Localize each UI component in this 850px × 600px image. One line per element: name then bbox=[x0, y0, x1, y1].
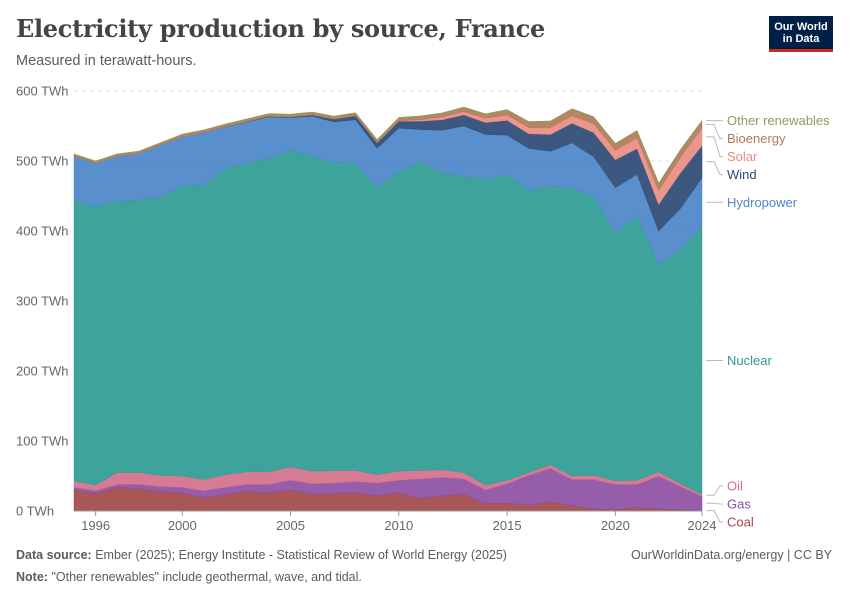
stacked-areas[interactable] bbox=[73, 106, 703, 512]
chart-title: Electricity production by source, France bbox=[16, 14, 545, 43]
logo-line-1: Our World bbox=[774, 21, 828, 33]
x-tick-label: 2000 bbox=[168, 518, 197, 533]
x-tick-label: 1996 bbox=[81, 518, 110, 533]
site-credit[interactable]: OurWorldinData.org/energy | CC BY bbox=[630, 548, 832, 562]
label-connector-solar bbox=[706, 136, 723, 158]
label-connector-coal bbox=[706, 510, 723, 523]
series-label-solar[interactable]: Solar bbox=[727, 149, 758, 164]
label-connector-wind bbox=[706, 161, 723, 176]
x-tick-label: 2010 bbox=[384, 518, 413, 533]
chart-subtitle: Measured in terawatt-hours. bbox=[16, 53, 197, 69]
y-tick-label: 300 TWh bbox=[16, 294, 69, 309]
y-tick-label: 600 TWh bbox=[16, 84, 69, 99]
chart-note: Note: "Other renewables" include geother… bbox=[16, 570, 362, 584]
label-connector-gas bbox=[706, 502, 723, 505]
series-label-oil[interactable]: Oil bbox=[727, 479, 743, 494]
data-source: Data source: Ember (2025); Energy Instit… bbox=[16, 548, 507, 562]
series-label-wind[interactable]: Wind bbox=[727, 167, 757, 182]
series-label-bioenergy[interactable]: Bioenergy bbox=[727, 131, 786, 146]
x-tick-label: 2005 bbox=[276, 518, 305, 533]
series-label-coal[interactable]: Coal bbox=[727, 515, 754, 530]
note-label: Note: bbox=[16, 570, 48, 584]
data-source-text: Ember (2025); Energy Institute - Statist… bbox=[95, 548, 507, 562]
series-label-gas[interactable]: Gas bbox=[727, 497, 751, 512]
y-tick-label: 100 TWh bbox=[16, 434, 69, 449]
series-label-hydropower[interactable]: Hydropower bbox=[727, 195, 798, 210]
y-tick-label: 500 TWh bbox=[16, 154, 69, 169]
label-connector-bioenergy bbox=[706, 123, 723, 140]
x-tick-label: 2020 bbox=[601, 518, 630, 533]
note-text: "Other renewables" include geothermal, w… bbox=[51, 570, 362, 584]
series-labels[interactable]: Other renewables Bioenergy Solar Wind Hydrop… bbox=[706, 113, 830, 530]
series-label-other-renewables[interactable]: Other renewables bbox=[727, 113, 830, 128]
y-tick-label: 400 TWh bbox=[16, 224, 69, 239]
x-tick-label: 2024 bbox=[688, 518, 717, 533]
y-tick-label: 200 TWh bbox=[16, 364, 69, 379]
series-label-nuclear[interactable]: Nuclear bbox=[727, 353, 772, 368]
x-tick-label: 2015 bbox=[493, 518, 522, 533]
logo-line-2: in Data bbox=[782, 33, 820, 45]
y-tick-label: 0 TWh bbox=[16, 504, 54, 519]
axes: 0 TWh 100 TWh 200 TWh 300 TWh 400 TWh 500 TWh… bbox=[16, 84, 716, 534]
data-source-label: Data source: bbox=[16, 548, 92, 562]
label-connector-oil bbox=[706, 485, 723, 496]
owid-logo[interactable]: Our World in Data bbox=[769, 16, 833, 52]
area-other-renewables[interactable] bbox=[73, 106, 703, 185]
